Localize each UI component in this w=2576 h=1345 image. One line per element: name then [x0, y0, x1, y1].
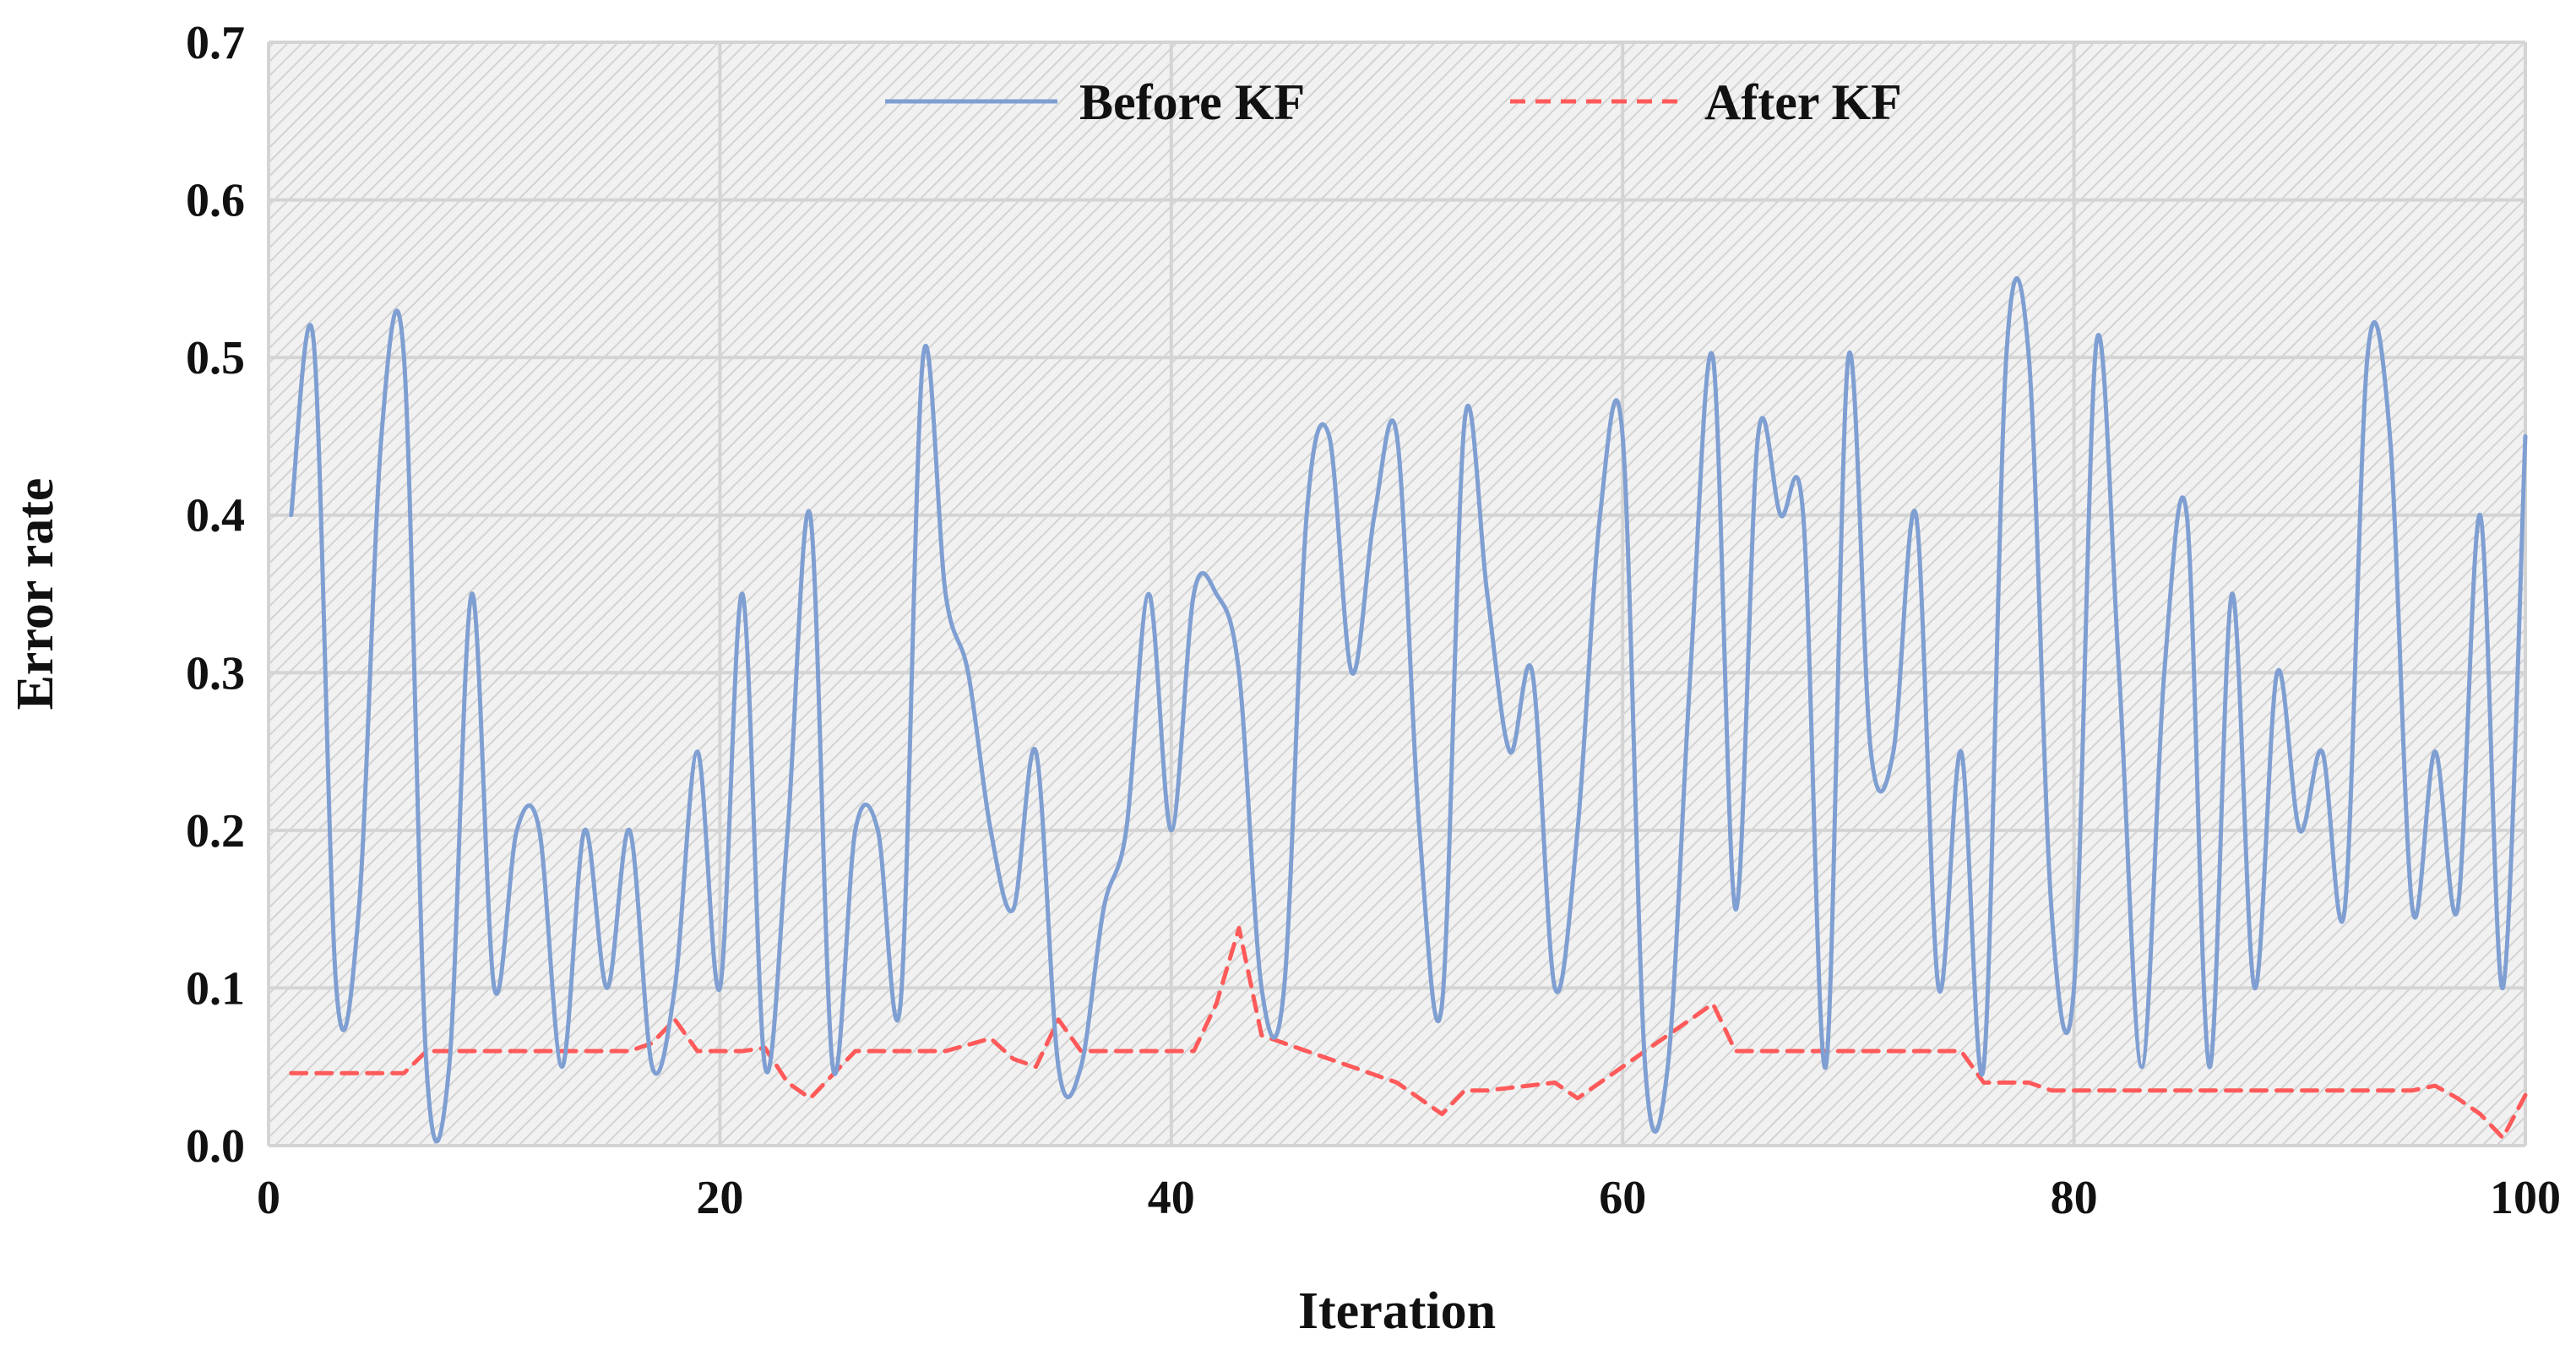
x-tick-label: 0 [257, 1172, 280, 1224]
series-line-before-kf [289, 275, 2528, 1144]
x-tick-label: 20 [696, 1172, 743, 1224]
series-line-after-kf [289, 926, 2528, 1141]
legend-label-after-kf: After KF [1704, 74, 1902, 130]
y-tick-label: 0.7 [186, 17, 245, 69]
x-tick-label: 100 [2490, 1172, 2561, 1224]
y-tick-label: 0.0 [186, 1120, 245, 1173]
x-tick-label: 40 [1148, 1172, 1195, 1224]
x-axis-tick-labels: 0 20 40 60 80 100 [257, 1172, 2561, 1224]
y-tick-label: 0.4 [186, 490, 245, 542]
x-tick-label: 80 [2051, 1172, 2098, 1224]
y-tick-label: 0.3 [186, 647, 245, 700]
gridlines [267, 41, 2527, 1147]
series-layer [289, 275, 2528, 1144]
y-tick-label: 0.2 [186, 805, 245, 858]
y-tick-label: 0.5 [186, 332, 245, 384]
y-axis-tick-labels: 0.0 0.1 0.2 0.3 0.4 0.5 0.6 0.7 [186, 17, 245, 1173]
y-tick-label: 0.1 [186, 962, 245, 1015]
x-tick-label: 60 [1599, 1172, 1646, 1224]
legend-label-before-kf: Before KF [1079, 74, 1305, 130]
x-axis-title: Iteration [1298, 1282, 1496, 1340]
y-axis-title: Error rate [7, 478, 64, 711]
plot-area-background [269, 42, 2525, 1146]
y-tick-label: 0.6 [186, 175, 245, 227]
legend: Before KF After KF [885, 74, 1902, 130]
